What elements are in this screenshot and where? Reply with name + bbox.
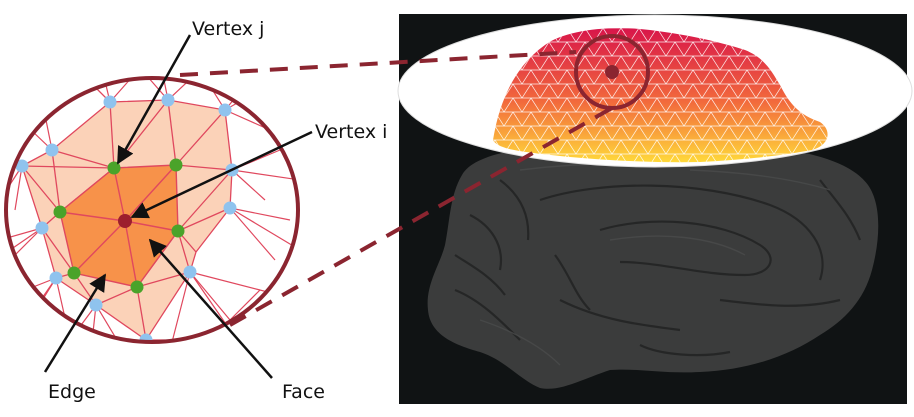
vertex-j-arrow (116, 34, 192, 165)
connector-lines (179, 50, 613, 327)
face-label: Face (282, 381, 325, 403)
zoom-region-circle (574, 34, 650, 110)
first-ring-vertex (171, 224, 185, 238)
first-ring-vertex (53, 205, 67, 219)
outer-vertex (89, 298, 103, 312)
brain-panel (397, 14, 913, 404)
center-vertex (118, 214, 132, 228)
vertex-j-label: Vertex j (192, 18, 264, 40)
magnify-ring (4, 76, 300, 344)
outer-vertex (15, 159, 29, 173)
edge-arrow (43, 273, 107, 373)
outer-vertex (161, 93, 175, 107)
zoom-region-vertex (605, 65, 619, 79)
face-arrow (148, 238, 273, 379)
first-ring-vertex (130, 280, 144, 294)
outer-vertex (183, 265, 197, 279)
first-ring-vertex (169, 158, 183, 172)
edge-label: Edge (48, 381, 96, 403)
first-ring-vertex (107, 161, 121, 175)
vertex-i-arrow (130, 130, 313, 219)
magnified-neighborhood (4, 76, 300, 344)
outer-vertex (223, 201, 237, 215)
first-ring-vertex (67, 266, 81, 280)
outer-vertex (103, 95, 117, 109)
outer-vertex (49, 271, 63, 285)
annotation-arrows (43, 34, 313, 379)
outer-vertex (45, 143, 59, 157)
outer-vertex (35, 221, 49, 235)
outer-vertex (218, 103, 232, 117)
vertex-i-label: Vertex i (315, 121, 387, 143)
